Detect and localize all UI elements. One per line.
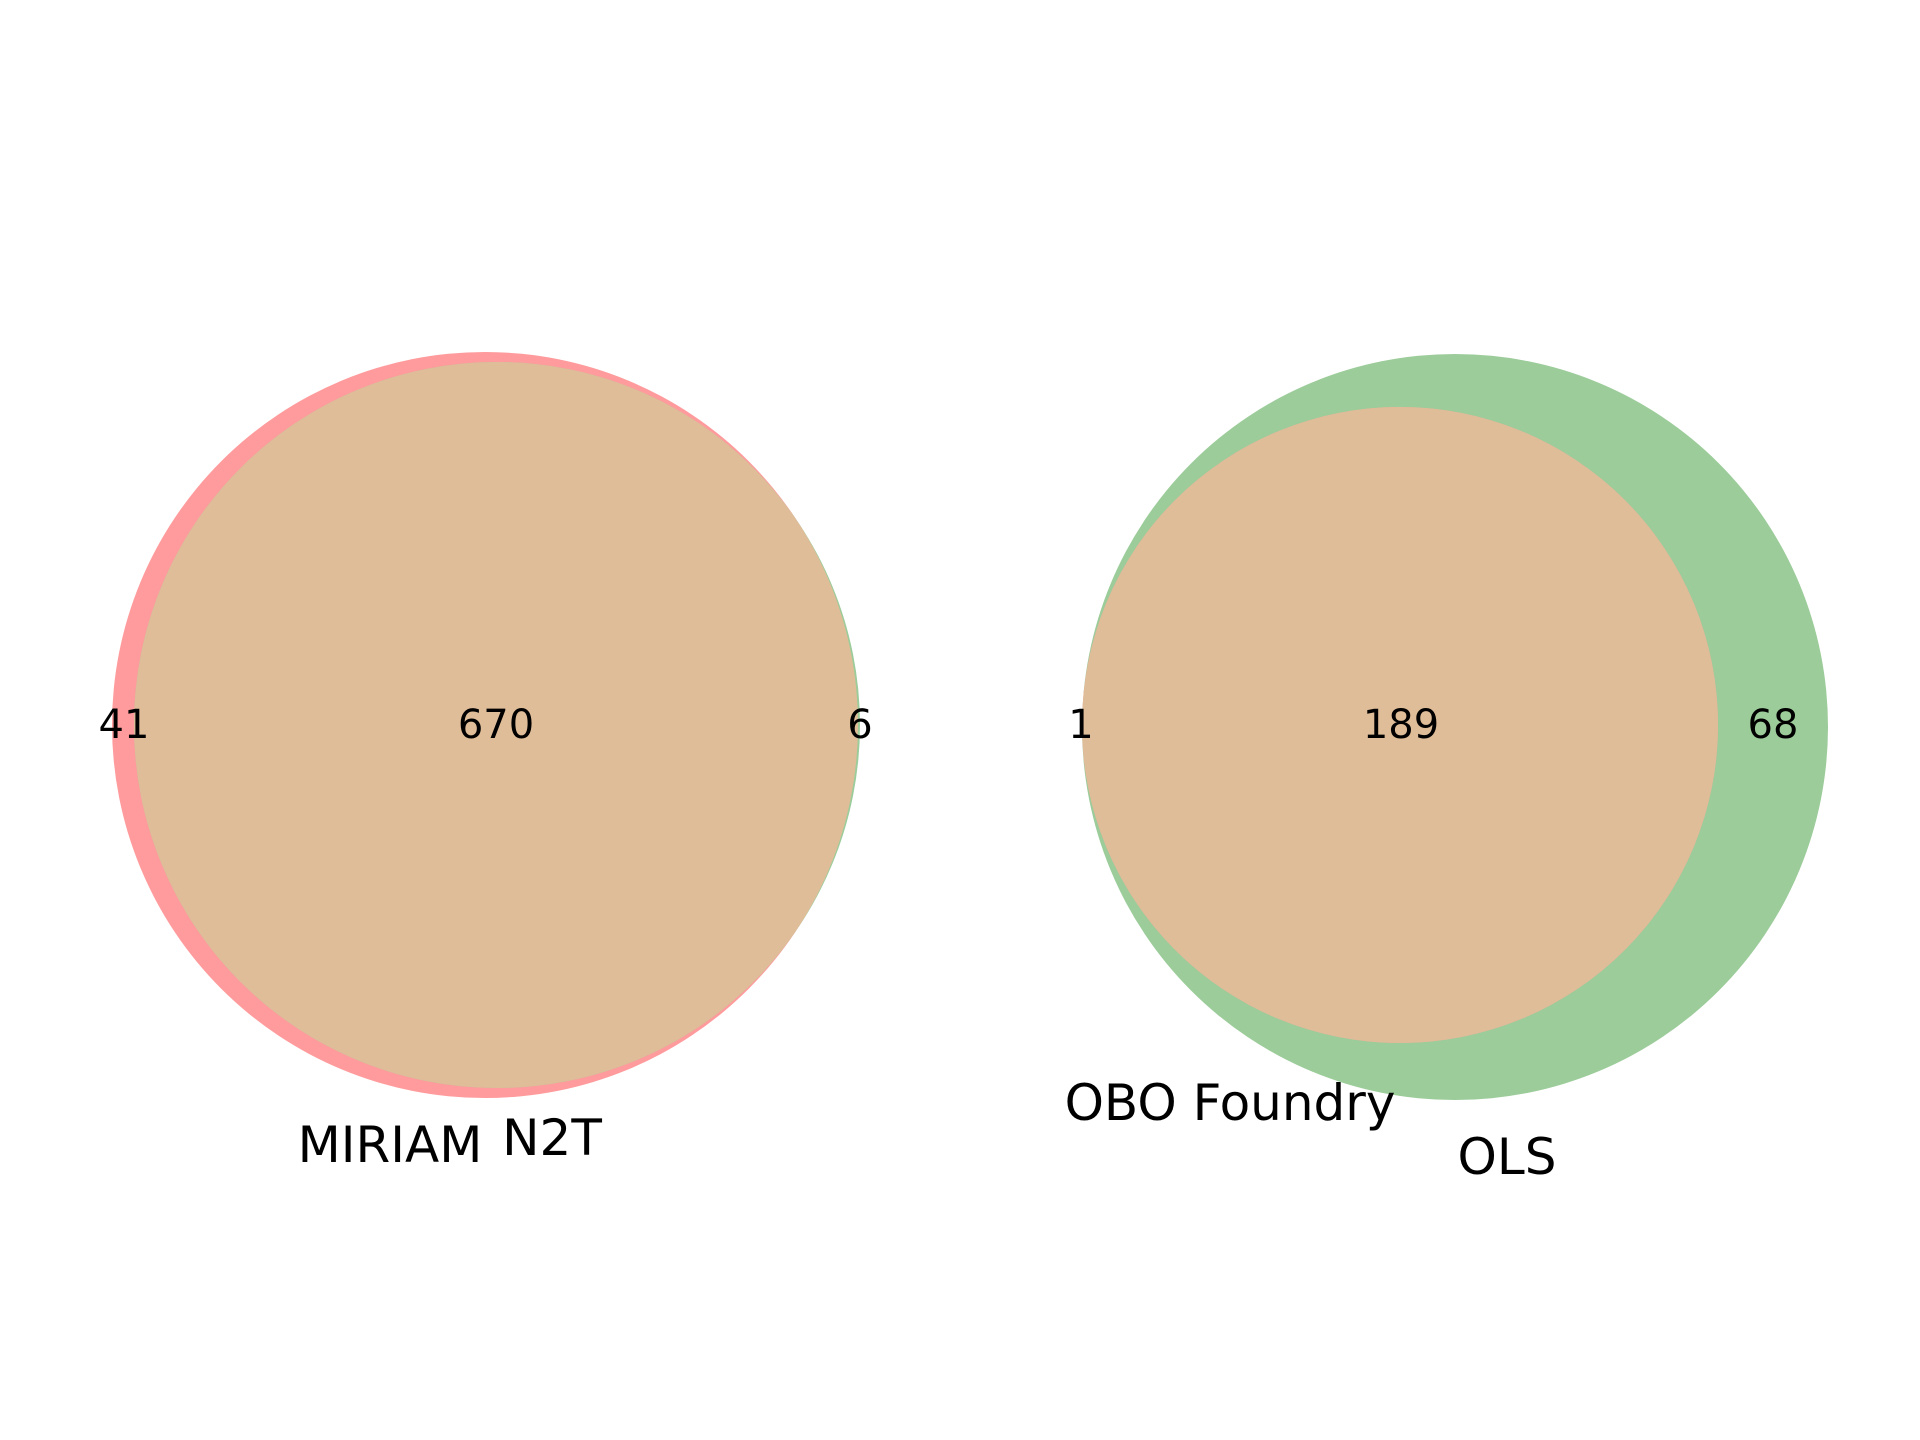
- overlap-region-obo-ols: [1082, 407, 1718, 1043]
- count-ols-only: 68: [1748, 702, 1799, 748]
- count-miriam-n2t-overlap: 670: [458, 702, 534, 748]
- overlap-region-miriam-n2t: [134, 362, 858, 1088]
- set-label-obo-foundry: OBO Foundry: [1065, 1074, 1396, 1132]
- set-label-ols: OLS: [1458, 1128, 1557, 1186]
- count-miriam-only: 41: [99, 702, 150, 748]
- set-label-miriam: MIRIAM: [298, 1116, 483, 1174]
- venn-diagram-obo-ols: 1 189 68 OBO Foundry OLS: [1065, 354, 1828, 1186]
- venn-diagram-miriam-n2t: 41 670 6 MIRIAM N2T: [99, 352, 873, 1174]
- count-obo-ols-overlap: 189: [1363, 702, 1439, 748]
- set-label-n2t: N2T: [502, 1109, 602, 1167]
- count-obo-foundry-only: 1: [1068, 702, 1093, 748]
- count-n2t-only: 6: [847, 702, 872, 748]
